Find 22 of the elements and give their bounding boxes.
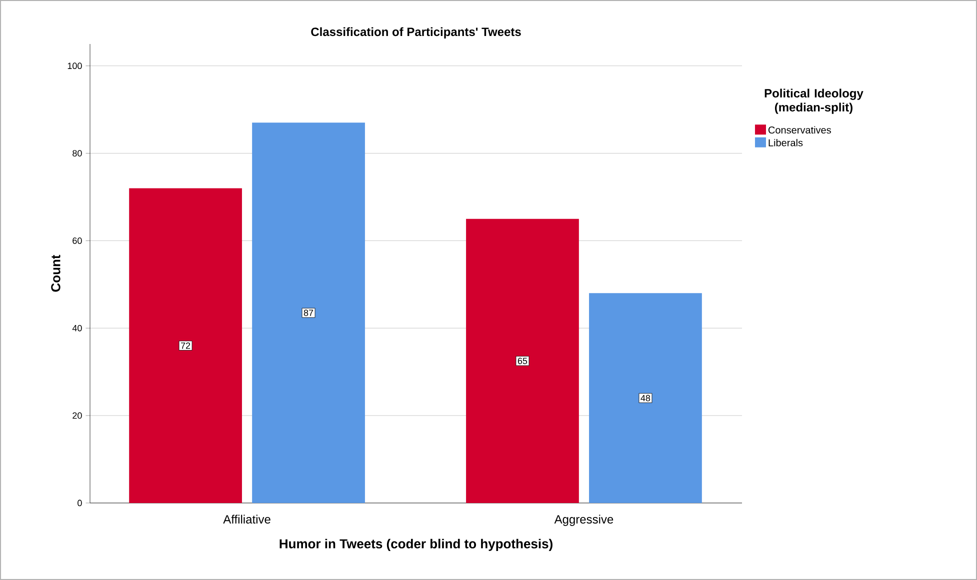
bar xyxy=(466,218,579,503)
data-label: 87 xyxy=(304,310,314,316)
x-tick-label: Affiliative xyxy=(223,514,270,524)
y-tick-label: 0 xyxy=(78,500,82,506)
y-axis-title: Count xyxy=(51,254,60,292)
bar xyxy=(252,122,365,503)
y-tick-label: 40 xyxy=(72,324,82,332)
y-tick-label: 80 xyxy=(72,150,82,156)
chart-title: Classification of Participants' Tweets xyxy=(311,27,521,38)
legend-title: Political Ideology (median-split) xyxy=(764,88,864,114)
bar xyxy=(589,293,702,503)
y-tick-label: 100 xyxy=(68,62,82,70)
legend-label: Conservatives xyxy=(768,126,831,134)
data-label: 48 xyxy=(640,394,650,402)
y-tick-label: 20 xyxy=(72,412,82,419)
x-axis-title: Humor in Tweets (coder blind to hypothesis) xyxy=(280,538,552,551)
bar xyxy=(129,188,242,503)
data-label: 65 xyxy=(518,358,528,364)
y-tick-label: 60 xyxy=(72,238,82,244)
x-tick-label: Aggressive xyxy=(554,514,614,526)
data-label: 72 xyxy=(180,342,190,349)
legend-label: Liberals xyxy=(768,138,803,146)
